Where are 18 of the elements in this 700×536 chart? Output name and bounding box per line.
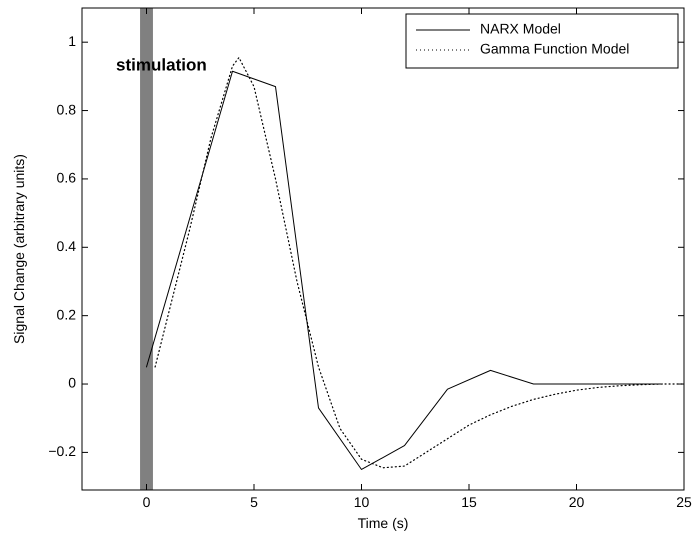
y-tick-label: 0.4: [56, 238, 76, 254]
legend-label: Gamma Function Model: [480, 40, 630, 57]
x-tick-label: 10: [354, 494, 370, 510]
y-tick-label: 0: [68, 374, 76, 391]
legend-label: NARX Model: [480, 20, 561, 37]
y-tick-label: 0.8: [56, 101, 76, 118]
y-axis-title: Signal Change (arbitrary units): [11, 154, 27, 344]
x-tick-label: 20: [568, 494, 584, 510]
x-tick-label: 5: [250, 494, 258, 510]
y-tick-label: 0.6: [56, 170, 76, 186]
x-tick-label: 25: [676, 494, 692, 510]
y-tick-label: 0.2: [56, 306, 76, 322]
y-tick-label: 1: [68, 32, 76, 49]
x-tick-label: 15: [461, 494, 477, 510]
x-tick-label: 0: [142, 494, 151, 510]
band-label: stimulation: [116, 56, 207, 75]
y-tick-label: −0.2: [48, 443, 76, 460]
x-axis-title: Time (s): [358, 515, 408, 531]
